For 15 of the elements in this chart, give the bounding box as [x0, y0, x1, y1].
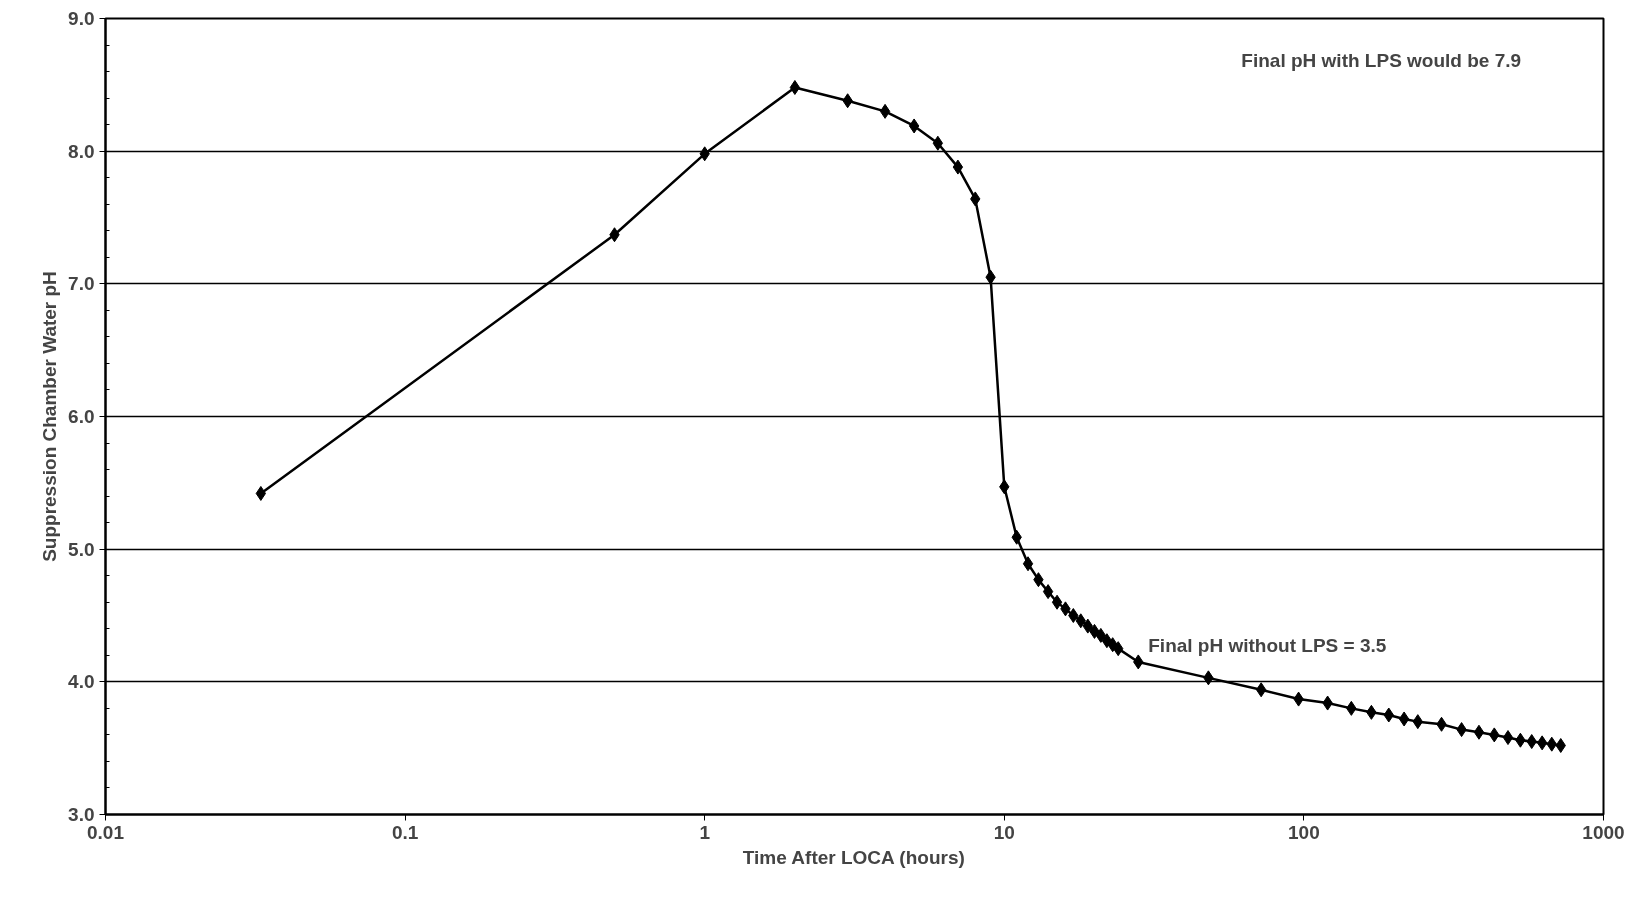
annotation: Final pH without LPS = 3.5 — [1148, 635, 1387, 657]
x-tick-label: 1000 — [1582, 821, 1625, 843]
y-tick-label: 9.0 — [68, 8, 95, 29]
y-tick-label: 8.0 — [68, 140, 95, 162]
y-axis-title: Suppression Chamber Water pH — [39, 271, 61, 562]
x-tick-label: 0.1 — [391, 821, 419, 843]
x-tick-label: 100 — [1288, 821, 1320, 843]
x-tick-label: 1 — [699, 821, 711, 843]
x-axis-title: Time After LOCA (hours) — [742, 846, 965, 868]
annotation: Final pH with LPS would be 7.9 — [1241, 50, 1522, 72]
y-tick-label: 6.0 — [68, 406, 95, 427]
y-tick-label: 7.0 — [68, 273, 95, 295]
y-tick-label: 4.0 — [68, 671, 95, 693]
x-tick-label: 10 — [993, 821, 1015, 843]
y-tick-label: 5.0 — [68, 538, 95, 560]
